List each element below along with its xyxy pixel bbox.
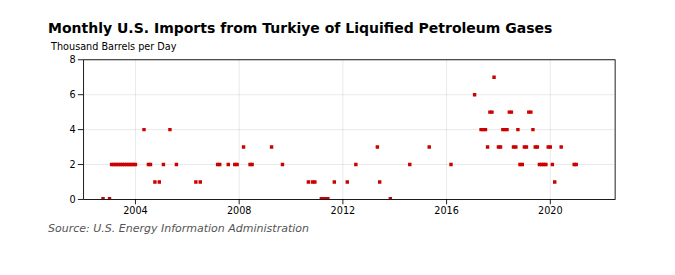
svg-text:4: 4 — [70, 124, 76, 135]
html-text:Source: U.S. Energy Informatio: Source: U.S. Energy Information Administ… — [48, 222, 309, 236]
svg-text:2020: 2020 — [538, 205, 563, 216]
svg-text:2012: 2012 — [331, 205, 356, 216]
html-text:Monthly U.S. Imports from Turk: Monthly U.S. Imports from Turkiye of Liq… — [48, 20, 553, 36]
svg-text:Thousand Barrels per Day: Thousand Barrels per Day — [50, 41, 177, 52]
svg-text:2008: 2008 — [227, 205, 252, 216]
svg-text:8: 8 — [70, 54, 76, 65]
svg-text:6: 6 — [70, 89, 76, 100]
svg-text:0: 0 — [70, 194, 76, 205]
svg-text:2: 2 — [70, 159, 76, 170]
svg-text:2016: 2016 — [434, 205, 459, 216]
svg-text:2004: 2004 — [123, 205, 148, 216]
